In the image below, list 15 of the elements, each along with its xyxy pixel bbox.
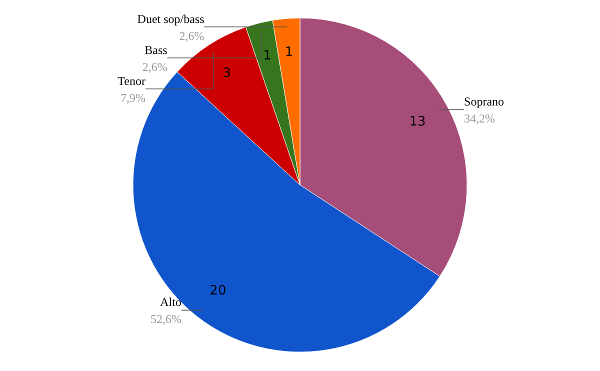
text: 52,6% — [150, 312, 182, 326]
data-label: 1 — [263, 48, 272, 64]
slice-label: Soprano — [464, 94, 504, 108]
data-label: 20 — [210, 283, 226, 298]
text: 2,6% — [142, 60, 168, 74]
slice-label: Duet sop/bass — [137, 12, 205, 26]
data-label: 1 — [284, 44, 294, 60]
data-label: 13 — [409, 114, 426, 130]
text: 7,9% — [120, 90, 146, 105]
text: 34,2% — [464, 111, 496, 126]
slice-label: Tenor — [118, 74, 146, 88]
slice-label: Alto — [160, 295, 182, 310]
slice-label: Bass — [144, 42, 168, 57]
data-label: 3 — [222, 66, 232, 82]
text: 2,6% — [179, 28, 204, 43]
